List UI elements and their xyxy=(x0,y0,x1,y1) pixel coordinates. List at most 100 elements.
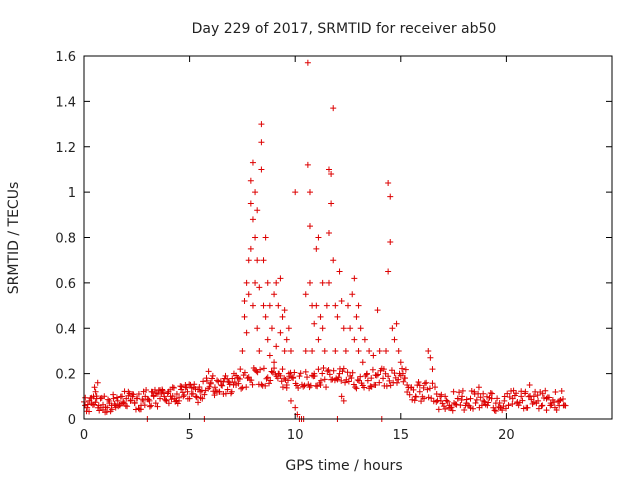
data-point xyxy=(302,347,309,354)
band-marker xyxy=(320,364,327,371)
data-point xyxy=(249,216,256,223)
band-marker xyxy=(393,379,400,386)
band-marker xyxy=(335,374,342,381)
data-point xyxy=(302,291,309,298)
data-point xyxy=(404,381,411,388)
data-point xyxy=(535,397,542,404)
band-marker xyxy=(257,366,264,373)
data-point xyxy=(233,381,240,388)
data-point xyxy=(467,395,474,402)
band-marker xyxy=(304,374,311,381)
band-marker xyxy=(295,384,302,391)
data-point xyxy=(355,347,362,354)
data-point xyxy=(338,393,345,400)
data-point xyxy=(262,313,269,320)
band-marker xyxy=(345,378,352,385)
data-point xyxy=(380,366,387,373)
band-marker xyxy=(510,387,517,394)
band-marker xyxy=(342,379,349,386)
data-point xyxy=(551,404,558,411)
plot-frame xyxy=(83,55,613,420)
data-point xyxy=(254,257,261,264)
data-point xyxy=(148,388,155,395)
band-marker xyxy=(416,382,423,389)
band-marker xyxy=(241,369,248,376)
band-marker xyxy=(145,396,152,403)
data-point xyxy=(397,359,404,366)
data-point xyxy=(266,302,273,309)
data-point xyxy=(211,384,218,391)
band-marker xyxy=(540,394,547,401)
band-marker xyxy=(380,375,387,382)
data-point xyxy=(104,404,111,411)
band-marker xyxy=(557,396,564,403)
data-point xyxy=(216,388,223,395)
band-marker xyxy=(168,396,175,403)
band-marker xyxy=(344,369,351,376)
band-marker xyxy=(225,378,232,385)
data-point xyxy=(325,229,332,236)
band-marker xyxy=(483,393,490,400)
data-point xyxy=(488,395,495,402)
data-point xyxy=(110,395,117,402)
data-point xyxy=(311,370,318,377)
data-point xyxy=(264,279,271,286)
band-marker xyxy=(143,386,150,393)
band-marker xyxy=(267,377,274,384)
data-point xyxy=(114,397,121,404)
data-point xyxy=(203,375,210,382)
band-marker xyxy=(148,402,155,409)
data-point xyxy=(306,189,313,196)
band-marker xyxy=(539,390,546,397)
band-marker xyxy=(472,399,479,406)
data-point xyxy=(266,352,273,359)
band-marker xyxy=(535,405,542,412)
data-point xyxy=(345,302,351,309)
band-marker xyxy=(293,382,300,389)
band-marker xyxy=(449,407,456,414)
band-marker xyxy=(86,408,93,415)
data-point xyxy=(336,268,343,275)
dense-noise-band xyxy=(81,364,569,415)
data-point xyxy=(84,404,91,411)
data-point xyxy=(395,347,402,354)
data-point xyxy=(309,347,316,354)
band-marker xyxy=(229,375,236,382)
band-marker xyxy=(406,391,413,398)
data-point xyxy=(306,223,313,230)
band-marker xyxy=(391,370,398,377)
band-marker xyxy=(307,382,314,389)
data-point xyxy=(199,395,206,402)
data-point xyxy=(230,370,237,377)
scatter-points xyxy=(82,59,567,422)
band-marker xyxy=(494,395,501,402)
data-point xyxy=(273,279,280,286)
data-point xyxy=(340,325,347,332)
data-point xyxy=(454,395,461,402)
band-marker xyxy=(220,378,227,385)
data-point xyxy=(347,325,354,332)
data-point xyxy=(355,302,362,309)
band-marker xyxy=(385,373,392,380)
band-marker xyxy=(235,380,242,387)
band-marker xyxy=(532,388,539,395)
band-marker xyxy=(361,384,368,391)
band-marker xyxy=(146,403,153,410)
data-point xyxy=(349,291,356,298)
data-point xyxy=(319,325,326,332)
data-point xyxy=(412,393,419,400)
data-point xyxy=(182,381,189,388)
data-point xyxy=(391,336,398,343)
data-point xyxy=(214,377,221,384)
band-marker xyxy=(502,405,509,412)
data-point xyxy=(178,386,185,393)
chart-title: Day 229 of 2017, SRMTID for receiver ab5… xyxy=(192,21,497,37)
data-point xyxy=(159,386,166,393)
data-point xyxy=(271,291,278,298)
band-marker xyxy=(302,368,309,375)
band-marker xyxy=(353,385,360,392)
y-tick-label: 0.2 xyxy=(55,368,76,383)
data-point xyxy=(338,298,345,305)
band-marker xyxy=(490,404,497,411)
data-point xyxy=(313,245,320,252)
